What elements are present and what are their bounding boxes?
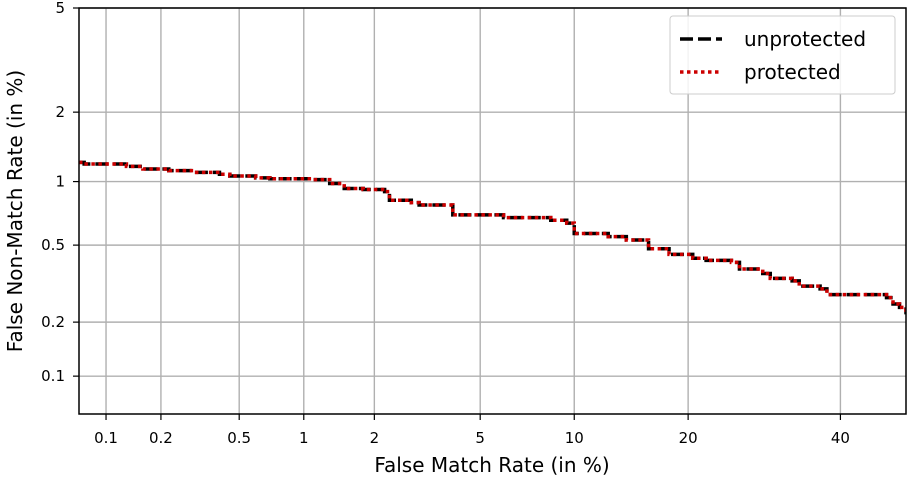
- legend: unprotected protected: [669, 15, 896, 95]
- x-tick-label: 40: [831, 429, 850, 447]
- x-tick-label: 2: [370, 429, 380, 447]
- grid-layer: [79, 7, 906, 414]
- y-tick-label: 2: [55, 103, 65, 121]
- x-tick-label: 20: [679, 429, 698, 447]
- y-tick-label: 0.5: [41, 236, 65, 254]
- plot-frame: [78, 7, 907, 415]
- y-tick-label: 0.1: [41, 367, 65, 385]
- y-tick-label: 5: [55, 0, 65, 17]
- x-tick-label: 0.5: [227, 429, 251, 447]
- series-line-unprotected: [79, 160, 906, 315]
- x-tick-label: 0.1: [94, 429, 118, 447]
- series-layer: [79, 160, 906, 315]
- series-line-protected: [79, 160, 906, 315]
- y-axis-title: False Non-Match Rate (in %): [3, 70, 27, 352]
- y-tick-label: 0.2: [41, 313, 65, 331]
- y-tick-label: 1: [55, 173, 65, 191]
- x-tick-label: 5: [475, 429, 485, 447]
- x-tick-label: 0.2: [149, 429, 173, 447]
- x-tick-label: 1: [299, 429, 309, 447]
- x-axis-title: False Match Rate (in %): [374, 453, 609, 477]
- legend-label-unprotected: unprotected: [744, 27, 866, 51]
- legend-box: [669, 15, 896, 95]
- x-tick-label: 10: [565, 429, 584, 447]
- legend-label-protected: protected: [744, 60, 841, 84]
- tick-layer: 0.1 0.2 0.5 1 2 5 10 20 40 0.1 0.2 0.5 1 2 5: [41, 0, 850, 447]
